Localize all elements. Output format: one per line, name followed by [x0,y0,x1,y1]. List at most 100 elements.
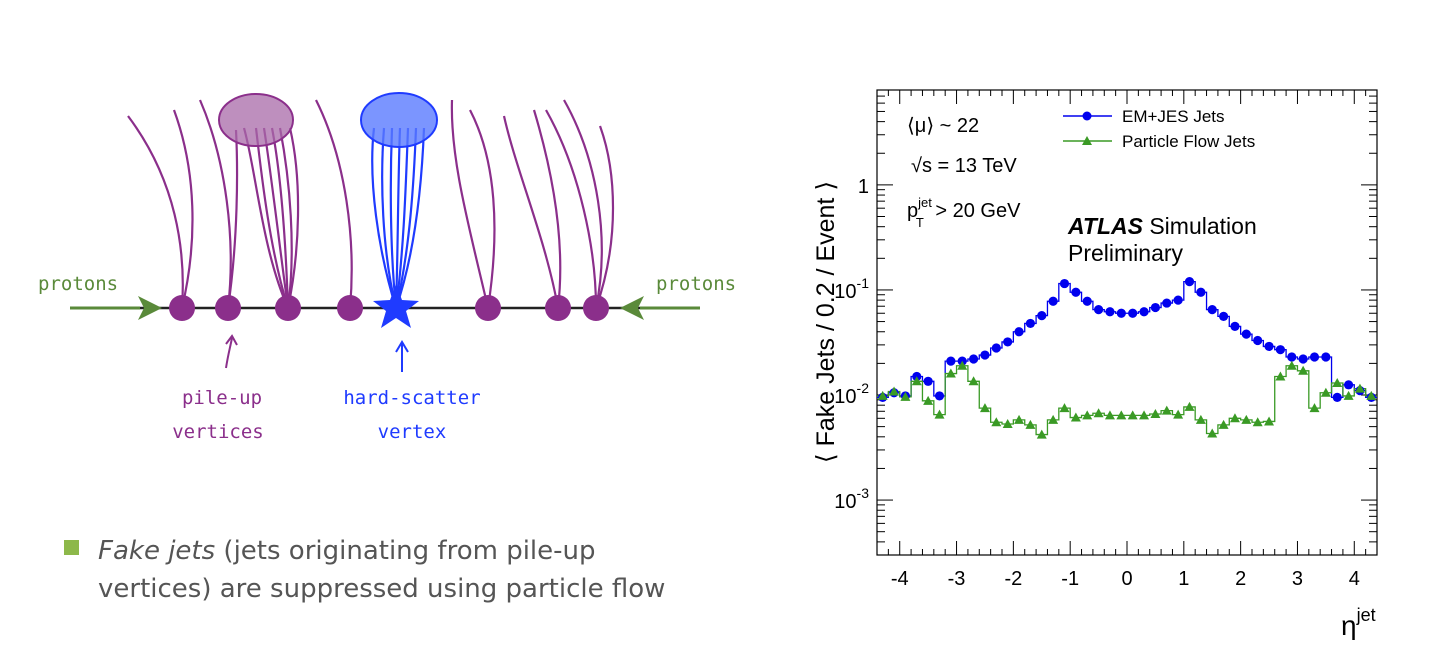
pflow-point [1161,405,1172,415]
sqrts-annotation: √s = 13 TeV [911,155,1017,177]
pileup-label-line1: pile-up [182,387,262,409]
pt-sup: jet [917,195,932,210]
emjes-point [1298,354,1308,364]
pflow-point [1252,417,1263,427]
emjes-point [1230,321,1240,331]
emjes-point [1207,304,1217,315]
pflow-point [945,368,956,378]
emjes-point [1162,298,1172,308]
emjes-point [946,356,956,366]
emjes-point [1116,308,1126,318]
pflow-point [1127,410,1138,420]
protons-label-right: protons [656,273,736,295]
emjes-point [1218,311,1229,321]
sqrts-root: √s [911,155,932,177]
emjes-point [934,391,945,401]
pflow-point [1354,383,1365,393]
bullet-marker [64,540,79,555]
pflow-point [1059,403,1070,413]
emjes-point [1173,295,1183,305]
emjes-point [1048,296,1058,306]
emjes-point [1264,341,1274,352]
pflow-point [968,376,979,386]
pileup-vertices [169,295,609,321]
emjes-point [1093,304,1104,315]
emjes-point [968,354,979,364]
pflow-point [1229,413,1240,423]
emjes-point [1014,327,1024,337]
pflow-point [900,391,911,401]
legend-label-pflow: Particle Flow Jets [1122,132,1255,151]
bullet-text: Fake jets (jets originating from pile-up… [98,532,758,608]
pflow-point [1207,428,1218,438]
atlas-bold: ATLAS [1067,213,1144,239]
x-axis-label-base: η [1341,610,1357,640]
emjes-point [1309,352,1320,362]
pflow-point [1150,408,1161,418]
emjes-point [1241,329,1251,339]
emjes-point [1128,308,1138,318]
sqrts-rest: = 13 TeV [932,155,1017,177]
emjes-point [991,343,1001,353]
pt-rest: > 20 GeV [930,200,1021,222]
emjes-point [1025,318,1036,329]
hardscatter-pointer-arrow [395,340,409,372]
x-tick-label: 4 [1349,568,1360,590]
hardscatter-label-line1: hard-scatter [343,387,480,409]
pflow-point [957,360,968,370]
pflow-point [1195,414,1206,424]
pileup-tracks [127,99,615,309]
atlas-label: ATLAS Simulation [1067,213,1257,239]
pileup-diagram: protons protons pile-up vertices hard-sc… [38,92,736,443]
pflow-point [934,409,945,419]
pt-base: p [907,200,918,222]
pflow-point [889,386,900,396]
pflow-point [1309,403,1320,413]
pflow-point [1048,414,1059,424]
bullet-text-line2: vertices) are suppressed using particle … [98,574,666,604]
hardscatter-tracks [371,127,426,309]
x-tick-label: 3 [1292,568,1303,590]
fake-jets-chart: -4 -3 -2 -1 0 1 2 3 4 1 10-1 10-2 10-3 ⟨ Fake Jets /… [812,89,1378,640]
x-axis-label: ηjet [1341,605,1376,640]
x-axis-label-sup: jet [1356,605,1376,625]
hardscatter-label-line2: vertex [378,421,447,443]
pflow-point [1218,419,1229,429]
pflow-point [1104,410,1115,420]
pflow-point [1173,409,1184,419]
pflow-point [1002,418,1013,428]
emjes-point [1196,287,1206,297]
pflow-point [1320,387,1331,397]
legend-entry-pflow: Particle Flow Jets [1063,132,1255,151]
series-step-line-0 [877,280,1377,398]
pflow-point [923,395,934,405]
pflow-point [877,390,888,400]
pileup-pointer-arrow [225,334,238,369]
y-tick-label: 10-1 [834,275,869,303]
emjes-point [1184,277,1195,287]
y-tick-label: 10-2 [834,380,869,408]
emjes-point [1059,278,1070,289]
hardscatter-jet-blob [360,92,438,148]
legend-label-emjes: EM+JES Jets [1122,107,1225,126]
x-tick-label: 0 [1121,568,1132,590]
right-proton-arrow [620,296,700,320]
pileup-mu-annotation: ⟨μ⟩ ~ 22 [907,115,979,137]
x-tick-label: 2 [1235,568,1246,590]
x-tick-label: -3 [948,568,966,590]
emjes-point [1105,307,1115,317]
pflow-point [1343,390,1354,400]
x-tick-label: -1 [1061,568,1079,590]
pflow-point [1298,365,1309,375]
pileup-jet-blob [218,93,294,147]
emjes-point [980,350,990,360]
x-tick-label: -4 [891,568,909,590]
pflow-point [1286,360,1297,370]
pflow-point [1093,408,1104,418]
pt-sub: T [916,215,924,230]
pflow-point [1241,414,1252,424]
pflow-point [1116,410,1127,420]
pflow-point [1139,410,1150,420]
pt-cut-annotation: pjet T > 20 GeV [907,195,1021,230]
emjes-point [1253,335,1263,346]
